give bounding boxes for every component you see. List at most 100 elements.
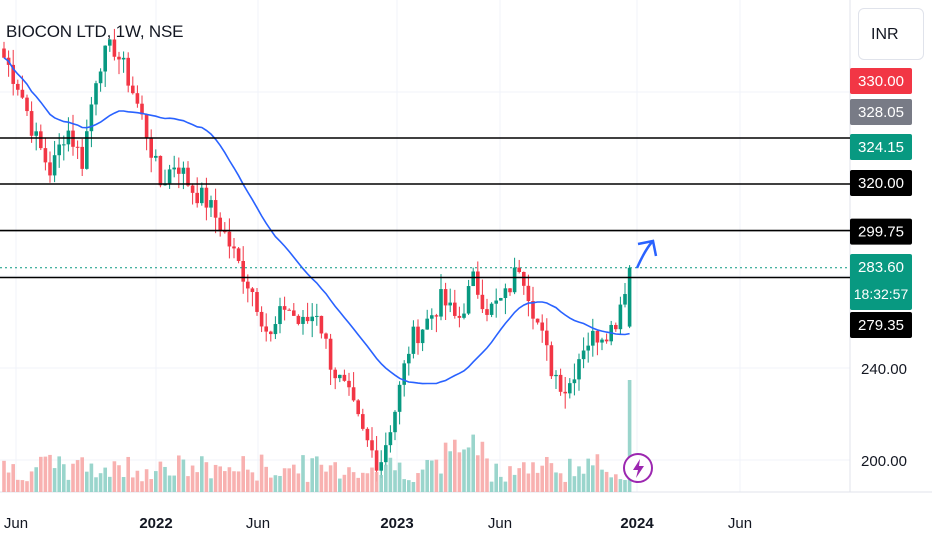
candle-body [255, 292, 259, 312]
volume-bar [388, 457, 393, 492]
candle-body [365, 428, 370, 441]
candle-body [356, 400, 360, 415]
candle-body [563, 391, 567, 394]
candle-body [416, 326, 420, 344]
volume-bar [259, 454, 264, 492]
volume-bar [374, 471, 379, 492]
volume-bar [627, 380, 632, 492]
candle-body [448, 302, 452, 306]
volume-bar [190, 465, 195, 492]
candle-body [494, 300, 498, 304]
candle-body [623, 294, 627, 305]
price-label-text: 299.75 [858, 224, 904, 241]
volume-bar [85, 471, 89, 492]
volume-bar [131, 477, 135, 492]
volume-bar [462, 449, 466, 492]
volume-bar [144, 469, 149, 492]
candle-body [512, 267, 517, 293]
candle-body [34, 131, 38, 136]
volume-bar [393, 470, 397, 492]
candle-body [305, 316, 310, 322]
volume-bar [466, 447, 471, 492]
currency-button[interactable]: INR [858, 8, 924, 60]
price-label-box [850, 218, 912, 245]
candle-body [117, 56, 121, 60]
volume-bar [213, 464, 218, 492]
candle-body [384, 445, 388, 463]
volume-bar [25, 481, 29, 492]
volume-bar [476, 455, 480, 492]
volume-bar [577, 466, 581, 492]
volume-bar [310, 458, 314, 492]
price-label-box [850, 134, 912, 160]
volume-bar [287, 468, 291, 492]
candle-body [517, 267, 521, 272]
volume-bar [163, 466, 167, 492]
volume-bar [457, 452, 462, 492]
volume-bar [397, 462, 402, 492]
price-label-text: 283.60 [858, 259, 904, 276]
candle-body [273, 324, 278, 335]
candle-body [535, 318, 540, 323]
candle-body [25, 97, 29, 112]
volume-bar [443, 442, 448, 492]
volume-bar [167, 475, 172, 492]
price-label-box [850, 99, 912, 125]
volume-bar [563, 481, 567, 492]
volume-bar [246, 469, 250, 492]
volume-bar [278, 475, 282, 492]
volume-bar [204, 462, 209, 492]
candle-body [333, 369, 337, 379]
volume-bar [273, 475, 278, 492]
candle-body [581, 350, 586, 360]
candle-body [324, 333, 328, 339]
candle-body [52, 155, 57, 176]
volume-bar [420, 469, 425, 492]
candle-body [434, 315, 439, 317]
volume-bar [402, 479, 406, 492]
volume-bar [485, 458, 489, 492]
candle-body [48, 162, 52, 176]
candle-body [195, 192, 199, 204]
candle-body [407, 353, 411, 364]
candle-body [471, 271, 475, 287]
volume-bar [319, 464, 324, 492]
volume-bar [356, 477, 360, 492]
candle-body [112, 39, 117, 57]
candle-body [186, 167, 190, 186]
price-label-text: 330.00 [858, 73, 904, 90]
x-tick-label: Jun [728, 515, 752, 532]
price-label-box [850, 68, 912, 94]
candle-body [462, 313, 466, 318]
candle-body [39, 131, 43, 149]
candle-body [264, 326, 268, 332]
candle-body [98, 71, 103, 84]
volume-bar [453, 439, 457, 492]
volume-bar [177, 455, 181, 492]
volume-bar [154, 471, 158, 492]
volume-bar [218, 466, 222, 492]
volume-bar [16, 479, 20, 492]
volume-bar [508, 466, 512, 492]
volume-bar [292, 464, 296, 492]
candle-body [411, 326, 416, 354]
candle-body [278, 306, 282, 325]
volume-bar [264, 466, 268, 492]
candle-body [57, 144, 61, 156]
candle-body [190, 185, 195, 193]
candle-body [480, 294, 485, 310]
candle-body [80, 146, 84, 169]
price-label-text: 324.15 [858, 139, 904, 156]
candle-body [397, 384, 402, 412]
candle-body [338, 374, 342, 379]
volume-bar [62, 464, 66, 492]
volume-bar [117, 465, 121, 492]
x-tick-label: Jun [4, 515, 28, 532]
volume-bar [370, 467, 374, 492]
candle-body [370, 440, 374, 451]
volume-bar [439, 473, 443, 492]
candle-body [236, 248, 241, 261]
candle-body [246, 281, 250, 289]
candle-body [351, 387, 356, 401]
